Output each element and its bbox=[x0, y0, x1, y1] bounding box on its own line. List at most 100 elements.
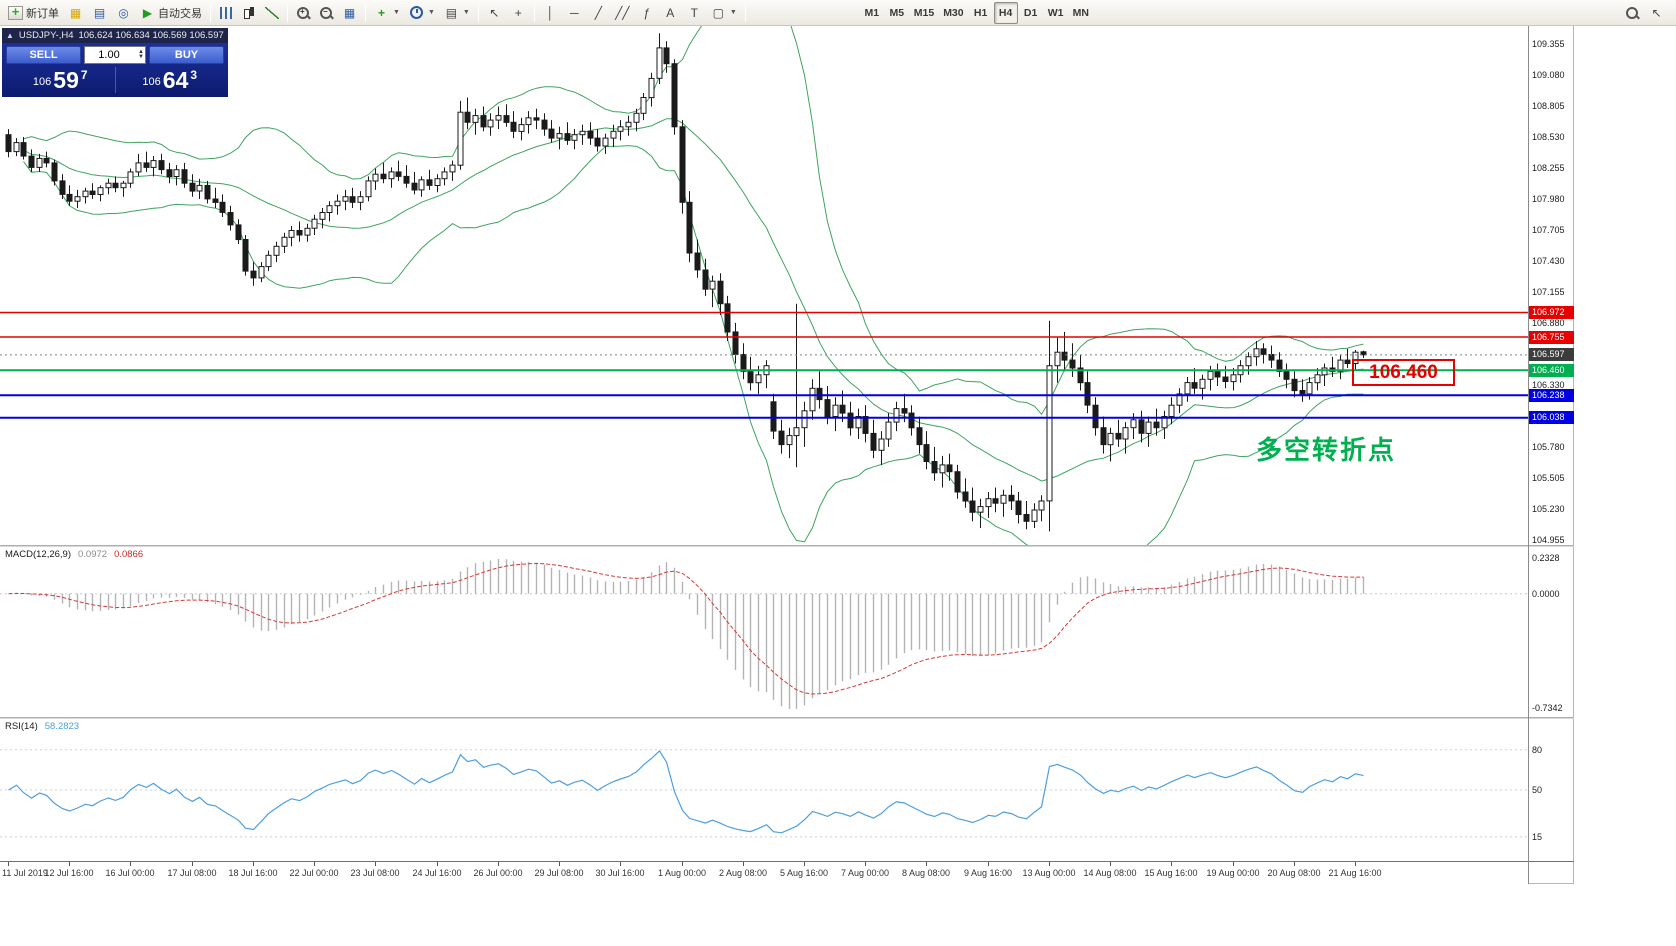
rsi-label: RSI(14) bbox=[5, 721, 38, 732]
toolbar-separator bbox=[477, 3, 479, 22]
collapse-panel-arrow[interactable]: ▲ bbox=[6, 31, 14, 40]
candle-body bbox=[1283, 370, 1290, 380]
candle-body bbox=[740, 354, 747, 372]
market-watch-button[interactable]: ▤ bbox=[88, 2, 111, 24]
horizontal-line-button[interactable]: ─ bbox=[563, 2, 586, 24]
candle-body bbox=[242, 239, 249, 272]
candle-body bbox=[1184, 382, 1191, 395]
trendline-button[interactable]: ╱ bbox=[587, 2, 610, 24]
candle-body bbox=[1337, 359, 1344, 372]
candle-body bbox=[28, 155, 35, 168]
time-tick bbox=[682, 862, 683, 866]
autotrading-button[interactable]: ▶ 自动交易 bbox=[136, 2, 206, 24]
cursor-button[interactable]: ↖ bbox=[483, 2, 506, 24]
templates-button[interactable]: ▤ ▼ bbox=[440, 2, 474, 24]
buy-price[interactable]: 106 64 3 bbox=[116, 67, 225, 93]
timeframe-m30-button[interactable]: M30 bbox=[943, 6, 964, 19]
timeframe-m5-button[interactable]: M5 bbox=[889, 6, 905, 19]
tile-windows-button[interactable]: ▦ bbox=[338, 2, 361, 24]
volume-input[interactable] bbox=[86, 49, 132, 61]
line-chart-button[interactable] bbox=[261, 2, 283, 24]
candle-body bbox=[326, 205, 333, 213]
candlestick-chart-button[interactable] bbox=[238, 2, 260, 24]
vertical-line-icon: │ bbox=[546, 5, 555, 20]
chart-window: 11 Jul 2019 12 Jul 16:00 16 Jul 00:00 17 Ju… bbox=[0, 26, 1574, 884]
zoom-out-icon: − bbox=[319, 6, 333, 20]
periods-button[interactable]: ▼ bbox=[405, 2, 439, 24]
vertical-line-button[interactable]: │ bbox=[539, 2, 562, 24]
candle-body bbox=[204, 184, 211, 200]
sell-price[interactable]: 106 59 7 bbox=[6, 67, 115, 93]
timeframe-h1-button[interactable]: H1 bbox=[973, 6, 988, 19]
candle-body bbox=[724, 303, 731, 333]
price-chart[interactable] bbox=[0, 26, 1528, 545]
tile-windows-icon: ▦ bbox=[343, 5, 356, 20]
label-button[interactable]: T bbox=[683, 2, 706, 24]
candle-body bbox=[885, 421, 892, 440]
volume-increase-arrow[interactable]: ▲ bbox=[138, 49, 144, 55]
text-button[interactable]: A bbox=[659, 2, 682, 24]
timeframe-group: M1 M5 M15 M30 H1 H4 D1 W1 MN bbox=[860, 1, 1093, 24]
candle-body bbox=[112, 182, 119, 189]
new-order-button[interactable]: 新订单 bbox=[4, 2, 63, 24]
price-axis[interactable]: 109.355 109.080 108.805 108.530 108.255 107.9… bbox=[1529, 26, 1574, 884]
price-annotation-box[interactable]: 106.460 bbox=[1352, 359, 1455, 386]
zoom-out-button[interactable]: − bbox=[315, 2, 337, 24]
rsi-chart[interactable] bbox=[0, 719, 1528, 861]
volume-decrease-arrow[interactable]: ▼ bbox=[138, 54, 144, 60]
timeframe-m15-button[interactable]: M15 bbox=[913, 6, 935, 19]
panel-divider[interactable] bbox=[0, 545, 1574, 547]
timeframe-mn-button[interactable]: MN bbox=[1072, 6, 1089, 19]
volume-box: ▲ ▼ bbox=[84, 46, 146, 64]
zoom-in-button[interactable]: + bbox=[292, 2, 314, 24]
panel-divider[interactable] bbox=[0, 717, 1574, 719]
time-tick bbox=[988, 862, 989, 866]
pointer-button[interactable]: ↖ bbox=[1645, 2, 1668, 24]
chart-profiles-button[interactable]: ▦ bbox=[64, 2, 87, 24]
macd-label: MACD(12,26,9) bbox=[5, 549, 71, 560]
buy-button[interactable]: BUY bbox=[149, 46, 224, 64]
time-axis-label: 5 Aug 16:00 bbox=[779, 868, 829, 878]
timeframe-d1-button[interactable]: D1 bbox=[1023, 6, 1038, 19]
macd-signal-line bbox=[8, 562, 1364, 695]
candle-body bbox=[832, 404, 839, 418]
fibonacci-button[interactable]: ƒ bbox=[635, 2, 658, 24]
macd-main-value: 0.0972 bbox=[78, 549, 108, 560]
macd-header: MACD(12,26,9) 0.0972 0.0866 bbox=[5, 549, 143, 560]
timeframe-m1-button[interactable]: M1 bbox=[864, 6, 880, 19]
candle-body bbox=[281, 236, 288, 247]
candle-body bbox=[1084, 382, 1091, 406]
time-tick bbox=[1233, 862, 1234, 866]
timeframe-h4-button[interactable]: H4 bbox=[993, 1, 1018, 24]
time-tick bbox=[1049, 862, 1050, 866]
indicators-button[interactable]: + ▼ bbox=[370, 2, 404, 24]
candle-body bbox=[296, 230, 303, 236]
time-axis-label: 12 Jul 16:00 bbox=[44, 868, 94, 878]
bar-chart-button[interactable] bbox=[215, 2, 237, 24]
time-axis-label: 23 Jul 08:00 bbox=[350, 868, 400, 878]
candle-body bbox=[1153, 421, 1160, 429]
candle-body bbox=[43, 157, 50, 164]
channel-button[interactable]: ╱╱ bbox=[611, 2, 634, 24]
time-axis[interactable]: 11 Jul 2019 12 Jul 16:00 16 Jul 00:00 17 Ju… bbox=[0, 862, 1528, 884]
timeframe-w1-button[interactable]: W1 bbox=[1047, 6, 1064, 19]
price-level-tag: 106.238 bbox=[1529, 388, 1574, 402]
shapes-button[interactable]: ▢ ▼ bbox=[707, 2, 741, 24]
sell-button[interactable]: SELL bbox=[6, 46, 81, 64]
macd-chart[interactable] bbox=[0, 547, 1528, 717]
candle-body bbox=[1023, 514, 1030, 522]
support-button[interactable]: ◎ bbox=[112, 2, 135, 24]
search-button[interactable] bbox=[1621, 2, 1643, 24]
time-tick bbox=[865, 862, 866, 866]
candle-body bbox=[380, 173, 387, 180]
candle-body bbox=[1061, 351, 1068, 361]
candle-body bbox=[1046, 365, 1053, 502]
crosshair-button[interactable]: + bbox=[507, 2, 530, 24]
candle-body bbox=[977, 506, 984, 513]
turning-point-note[interactable]: 多空转折点 bbox=[1256, 435, 1397, 465]
add-indicator-icon: + bbox=[377, 5, 385, 20]
candle-body bbox=[105, 182, 112, 189]
candle-body bbox=[878, 438, 885, 451]
candle-body bbox=[541, 119, 548, 130]
time-axis-label: 17 Jul 08:00 bbox=[167, 868, 217, 878]
